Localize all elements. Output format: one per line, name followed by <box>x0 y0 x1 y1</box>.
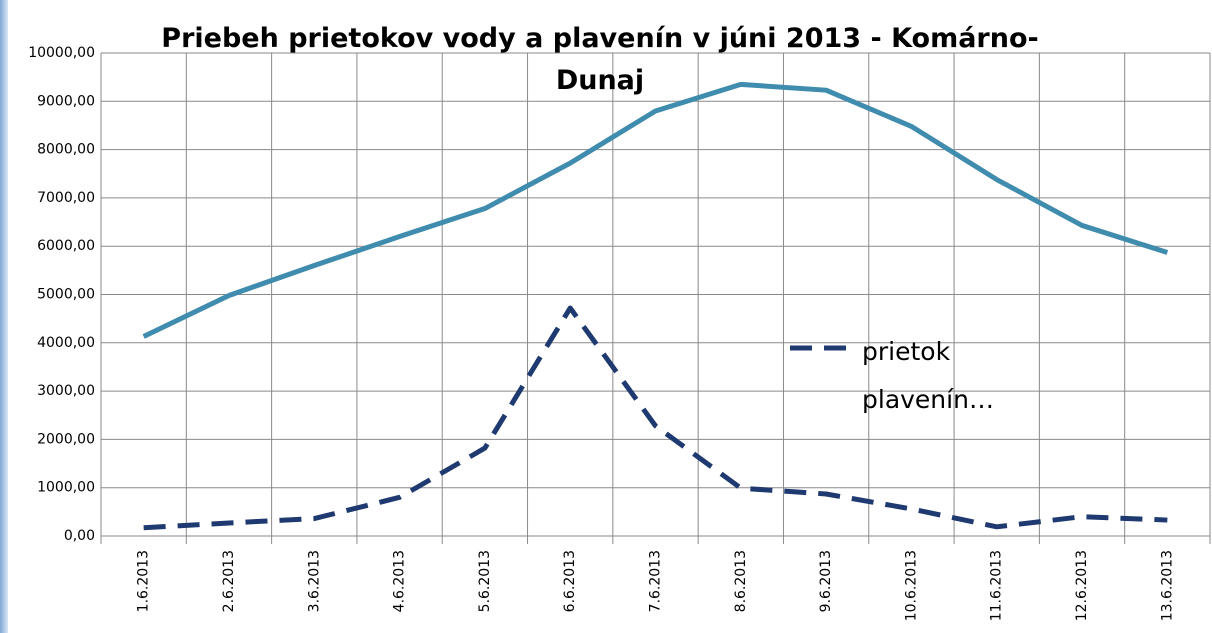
y-tick-label: 8000,00 <box>37 142 95 158</box>
x-tick-label: 9.6.2013 <box>818 550 834 612</box>
x-tick-label: 13.6.2013 <box>1159 550 1175 621</box>
x-tick-label: 2.6.2013 <box>221 550 237 612</box>
legend-label: prietok plavenín… <box>862 337 994 414</box>
y-tick-label: 7000,00 <box>37 190 95 206</box>
series-line <box>142 81 1169 339</box>
y-tick-label: 6000,00 <box>37 238 95 254</box>
x-tick-label: 7.6.2013 <box>648 550 664 612</box>
chart-title: Priebeh prietokov vody a plavenín v júni… <box>161 23 1039 96</box>
x-tick-label: 8.6.2013 <box>733 550 749 612</box>
x-tick-label: 5.6.2013 <box>477 550 493 612</box>
y-tick-label: 3000,00 <box>37 383 95 399</box>
x-tick-label: 1.6.2013 <box>136 550 152 612</box>
x-tick-label: 11.6.2013 <box>989 550 1005 621</box>
y-tick-label: 2000,00 <box>37 431 95 447</box>
y-tick-label: 4000,00 <box>37 335 95 351</box>
x-tick-label: 3.6.2013 <box>306 550 322 612</box>
x-tick-label: 6.6.2013 <box>562 550 578 612</box>
y-tick-label: 9000,00 <box>37 93 95 109</box>
y-tick-label: 5000,00 <box>37 287 95 303</box>
y-tick-label: 10000,00 <box>28 45 95 61</box>
y-tick-label: 0,00 <box>64 528 95 544</box>
y-tick-label: 1000,00 <box>37 480 95 496</box>
x-tick-label: 10.6.2013 <box>903 550 919 621</box>
side-strip <box>0 0 8 633</box>
x-tick-label: 12.6.2013 <box>1074 550 1090 621</box>
series-line <box>143 305 1168 531</box>
x-tick-label: 4.6.2013 <box>392 550 408 612</box>
